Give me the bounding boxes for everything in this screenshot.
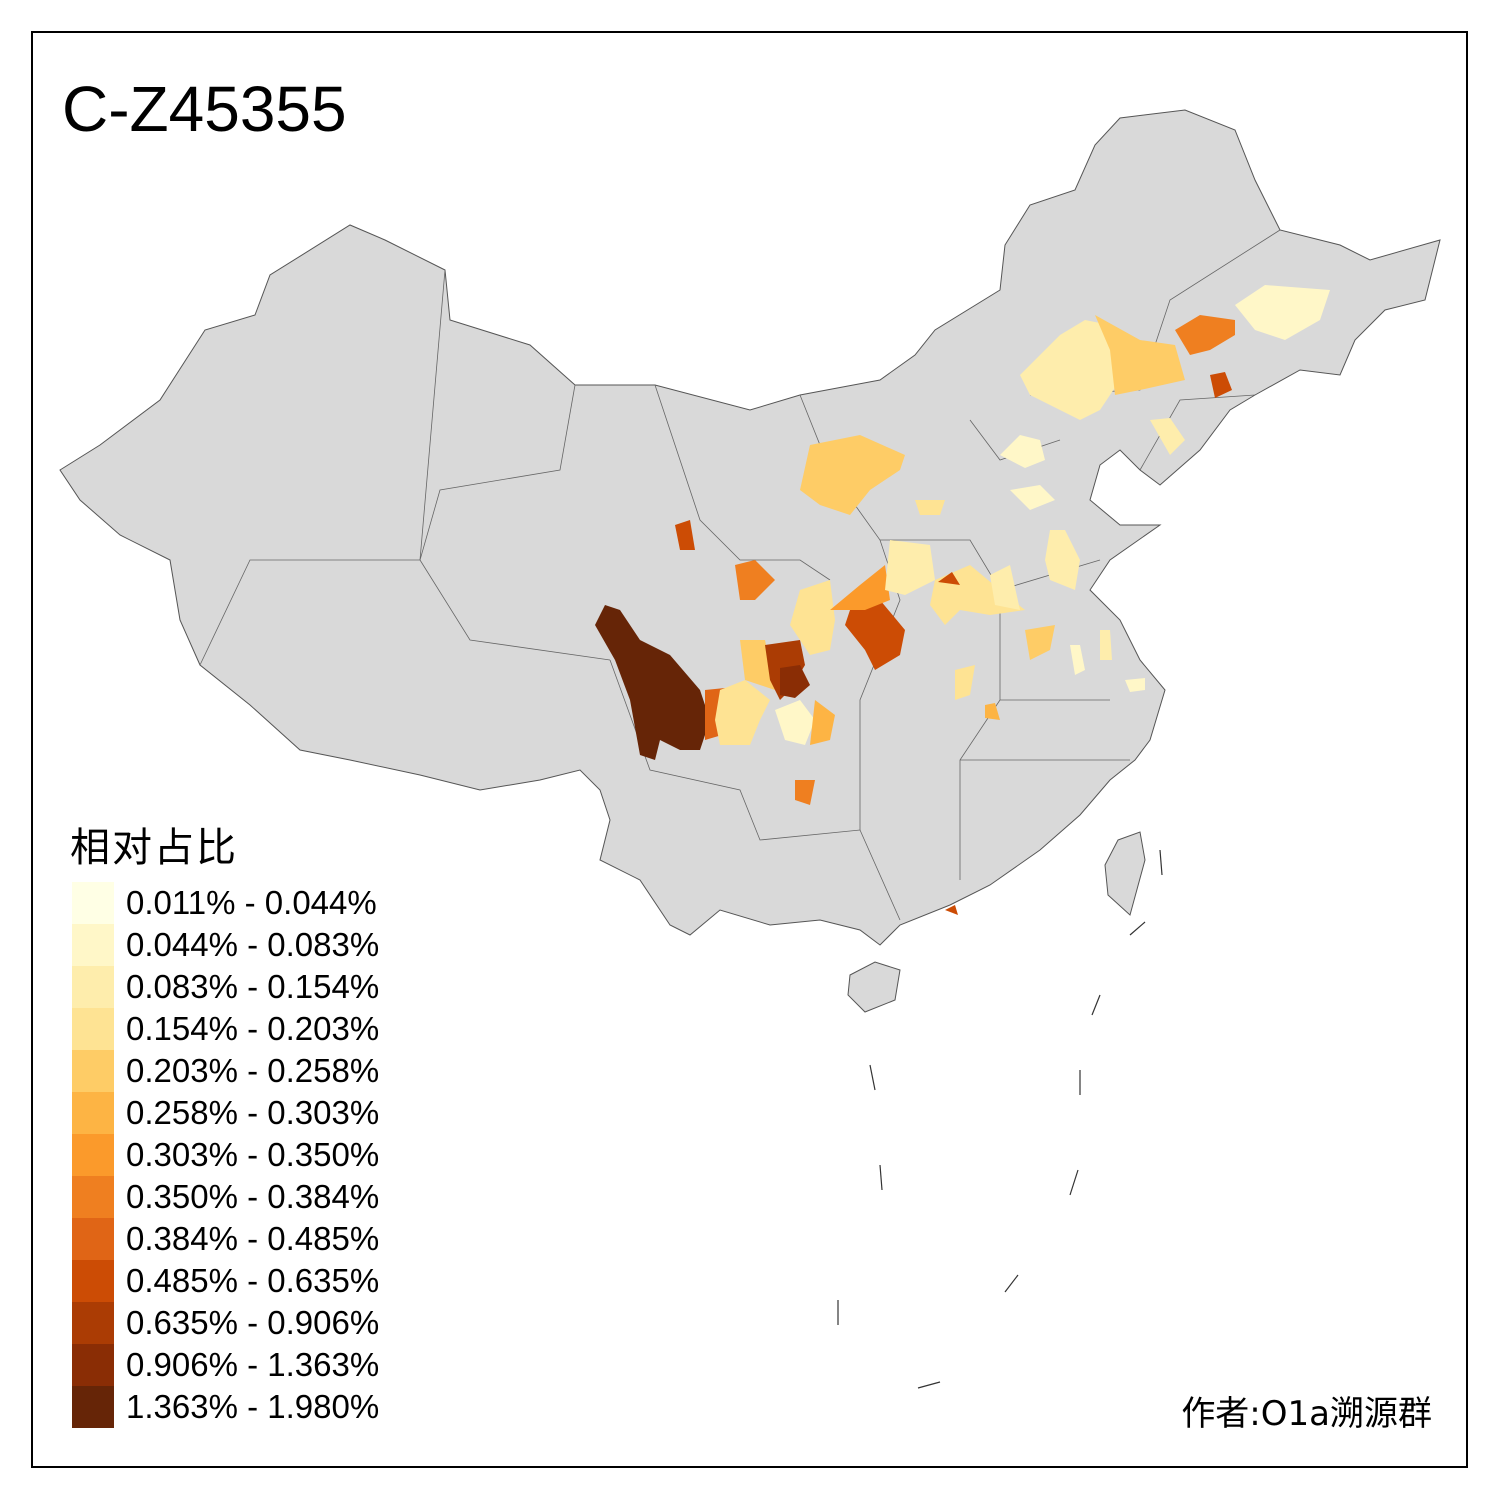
- region-bin-9: [945, 905, 958, 915]
- nine-dash-line-segment: [1091, 994, 1101, 1016]
- region-bin-9: [938, 572, 960, 585]
- legend-item: 0.154% - 0.203%: [72, 1008, 379, 1050]
- nine-dash-line-segment: [1004, 1274, 1019, 1293]
- region-bin-9: [675, 520, 695, 550]
- region-bin-1: [1125, 678, 1145, 692]
- legend-swatch: [72, 1050, 114, 1092]
- region-bin-4: [1025, 625, 1055, 660]
- nine-dash-line-segment: [917, 1381, 941, 1389]
- legend-label: 0.303% - 0.350%: [126, 1136, 380, 1173]
- legend-swatch: [72, 1386, 114, 1428]
- region-bin-6: [830, 565, 890, 610]
- region-bin-3: [790, 580, 835, 655]
- legend-title: 相对占比: [70, 825, 238, 871]
- region-bin-3: [715, 680, 770, 745]
- legend-swatch: [72, 1092, 114, 1134]
- region-bin-2: [1045, 530, 1080, 590]
- nine-dash-line-segment: [879, 1164, 883, 1191]
- province-border: [419, 384, 576, 561]
- legend: 0.011% - 0.044% 0.044% - 0.083% 0.083% - 0…: [72, 882, 379, 1428]
- region-bin-2: [885, 540, 935, 595]
- region-bin-9: [845, 600, 905, 670]
- legend-item: 0.635% - 0.906%: [72, 1302, 379, 1344]
- region-bin-2: [1150, 418, 1185, 455]
- province-border: [419, 269, 611, 661]
- region-bin-2: [990, 565, 1020, 610]
- legend-label: 0.350% - 0.384%: [126, 1178, 380, 1215]
- legend-item: 0.258% - 0.303%: [72, 1092, 379, 1134]
- legend-item: 0.203% - 0.258%: [72, 1050, 379, 1092]
- legend-swatch: [72, 1134, 114, 1176]
- legend-swatch: [72, 966, 114, 1008]
- hainan-island: [847, 961, 901, 1013]
- legend-label: 0.154% - 0.203%: [126, 1010, 380, 1047]
- region-bin-2: [1100, 630, 1112, 660]
- taiwan-island: [1104, 831, 1146, 916]
- legend-label: 0.258% - 0.303%: [126, 1094, 380, 1131]
- province-border: [654, 384, 831, 581]
- legend-swatch: [72, 1176, 114, 1218]
- legend-swatch: [72, 882, 114, 924]
- legend-item: 1.363% - 1.980%: [72, 1386, 379, 1428]
- legend-label: 1.363% - 1.980%: [126, 1388, 380, 1425]
- legend-label: 0.083% - 0.154%: [126, 968, 380, 1005]
- map-title: C-Z45355: [62, 73, 347, 145]
- nine-dash-line-segment: [1129, 921, 1146, 936]
- legend-item: 0.384% - 0.485%: [72, 1218, 379, 1260]
- legend-label: 0.635% - 0.906%: [126, 1304, 380, 1341]
- region-bin-5: [985, 703, 1000, 720]
- region-bin-4: [1095, 315, 1185, 395]
- legend-label: 0.906% - 1.363%: [126, 1346, 380, 1383]
- nine-dash-line-segment: [1069, 1169, 1079, 1196]
- region-bin-7: [735, 560, 775, 600]
- legend-swatch: [72, 1008, 114, 1050]
- legend-item: 0.350% - 0.384%: [72, 1176, 379, 1218]
- region-bin-12: [595, 605, 710, 760]
- region-bin-3: [915, 500, 945, 515]
- legend-item: 0.083% - 0.154%: [72, 966, 379, 1008]
- legend-swatch: [72, 1302, 114, 1344]
- legend-label: 0.384% - 0.485%: [126, 1220, 380, 1257]
- legend-label: 0.011% - 0.044%: [126, 884, 377, 921]
- region-bin-7: [795, 780, 815, 805]
- nine-dash-line-segment: [1159, 849, 1163, 876]
- legend-label: 0.044% - 0.083%: [126, 926, 380, 963]
- region-bin-11: [780, 665, 810, 698]
- region-bin-2: [1020, 320, 1120, 420]
- nine-dash-line-segment: [869, 1064, 876, 1091]
- region-bin-3: [955, 665, 975, 700]
- legend-item: 0.044% - 0.083%: [72, 924, 379, 966]
- region-bin-1: [1010, 485, 1055, 510]
- china-outline: [59, 109, 1441, 946]
- legend-item: 0.906% - 1.363%: [72, 1344, 379, 1386]
- author-credit: 作者:O1a溯源群: [1181, 1394, 1432, 1434]
- region-bin-4: [800, 435, 905, 515]
- legend-label: 0.485% - 0.635%: [126, 1262, 380, 1299]
- legend-swatch: [72, 924, 114, 966]
- legend-label: 0.203% - 0.258%: [126, 1052, 380, 1089]
- region-bin-1: [775, 700, 815, 745]
- legend-swatch: [72, 1344, 114, 1386]
- legend-item: 0.011% - 0.044%: [72, 882, 379, 924]
- legend-item: 0.303% - 0.350%: [72, 1134, 379, 1176]
- region-bin-1: [1235, 285, 1330, 340]
- province-border: [199, 559, 420, 666]
- legend-swatch: [72, 1260, 114, 1302]
- map-frame: [31, 31, 1468, 1468]
- legend-swatch: [72, 1218, 114, 1260]
- province-border: [1139, 394, 1256, 471]
- region-bin-9: [1210, 372, 1232, 398]
- province-border: [880, 539, 1001, 880]
- legend-item: 0.485% - 0.635%: [72, 1260, 379, 1302]
- region-bin-1: [1000, 435, 1045, 468]
- region-bin-1: [1070, 645, 1085, 675]
- region-bin-5: [810, 700, 835, 745]
- region-bin-7: [1175, 315, 1235, 355]
